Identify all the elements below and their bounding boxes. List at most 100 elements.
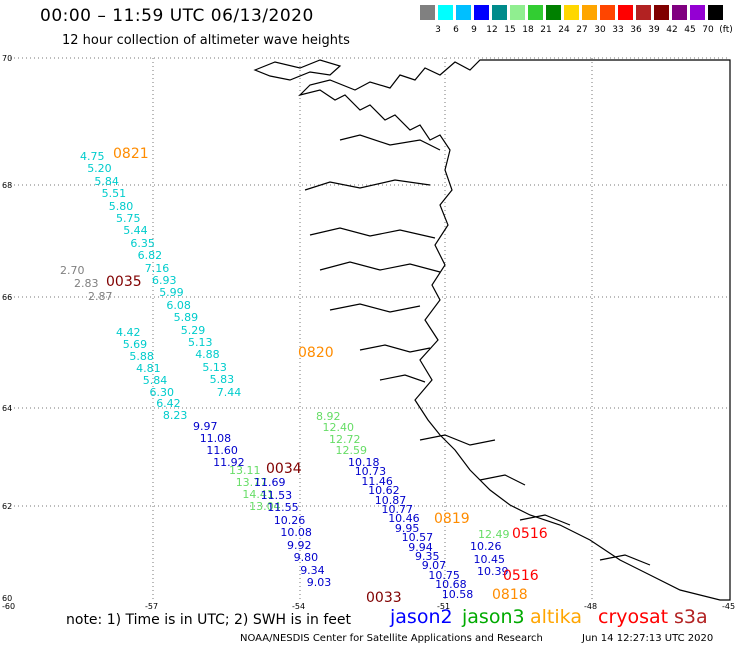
scale-swatch bbox=[528, 5, 543, 20]
scale-label: 15 bbox=[504, 25, 516, 35]
wave-height-value: 12.72 bbox=[329, 432, 361, 446]
pass-label: 0035 bbox=[106, 274, 142, 290]
scale-swatch bbox=[636, 5, 651, 20]
wave-height-value: 13.04 bbox=[249, 499, 281, 513]
wave-height-value: 10.46 bbox=[388, 512, 420, 526]
wave-height-value: 10.26 bbox=[470, 540, 502, 553]
lon-label: -51 bbox=[437, 602, 450, 611]
wave-height-value: 9.92 bbox=[287, 538, 312, 552]
wave-height-value: 6.08 bbox=[166, 298, 191, 312]
scale-swatch bbox=[600, 5, 615, 20]
wave-height-value: 13.77 bbox=[235, 475, 268, 489]
lat-label: 64 bbox=[2, 404, 12, 413]
scale-unit: (ft) bbox=[719, 25, 733, 35]
lat-label: 70 bbox=[2, 54, 12, 63]
scale-swatch bbox=[474, 5, 489, 20]
wave-height-value: 10.87 bbox=[374, 493, 407, 507]
scale-swatch bbox=[510, 5, 525, 20]
scale-label: 21 bbox=[540, 25, 552, 35]
wave-height-value: 10.26 bbox=[273, 513, 306, 527]
note-text: note: 1) Time is in UTC; 2) SWH is in fe… bbox=[66, 612, 352, 628]
wave-height-value: 5.88 bbox=[129, 349, 154, 363]
lat-label: 60 bbox=[2, 594, 12, 603]
satellite-legend-item: jason3 bbox=[462, 606, 525, 628]
scale-swatch bbox=[672, 5, 687, 20]
wave-height-value: 4.75 bbox=[80, 150, 105, 163]
wave-height-value: 10.58 bbox=[441, 587, 474, 601]
wave-height-value: 7.16 bbox=[144, 261, 170, 275]
wave-height-value: 10.68 bbox=[435, 578, 467, 592]
wave-height-value: 13.11 bbox=[229, 464, 261, 477]
satellite-legend-item: s3a bbox=[674, 606, 708, 628]
wave-height-value: 8.23 bbox=[162, 409, 188, 423]
wave-height-value: 5.20 bbox=[87, 162, 112, 176]
scale-label: 18 bbox=[522, 25, 534, 35]
scale-swatch bbox=[564, 5, 579, 20]
scale-swatch bbox=[690, 5, 705, 20]
scale-label: 12 bbox=[486, 25, 498, 35]
wave-height-value: 9.03 bbox=[306, 576, 332, 589]
wave-height-value: 10.57 bbox=[401, 531, 434, 545]
satellite-legend-item: jason2 bbox=[390, 606, 453, 628]
wave-height-value: 5.13 bbox=[188, 336, 213, 349]
wave-height-value: 8.92 bbox=[316, 410, 341, 423]
scale-swatch bbox=[456, 5, 471, 20]
wave-height-value: 10.75 bbox=[428, 568, 460, 582]
page-subtitle: 12 hour collection of altimeter wave hei… bbox=[62, 33, 350, 48]
wave-height-value: 4.88 bbox=[195, 348, 220, 362]
wave-height-value: 11.92 bbox=[213, 455, 245, 469]
coastline bbox=[253, 59, 731, 601]
pass-label: 0516 bbox=[503, 568, 539, 584]
wave-height-value: 9.95 bbox=[394, 521, 420, 535]
scale-label: 33 bbox=[612, 25, 624, 35]
pass-label: 0033 bbox=[366, 590, 402, 606]
satellite-legend-item: cryosat bbox=[598, 606, 669, 628]
wave-height-value: 12.59 bbox=[335, 443, 368, 457]
wave-height-value: 10.08 bbox=[280, 526, 312, 539]
wave-height-value: 11.08 bbox=[199, 431, 232, 445]
wave-height-value: 12.49 bbox=[478, 528, 510, 541]
wave-height-value: 6.42 bbox=[156, 397, 181, 411]
wave-height-value: 5.51 bbox=[101, 187, 127, 201]
scale-label: 6 bbox=[453, 25, 459, 35]
scale-label: 9 bbox=[471, 25, 477, 35]
footer-credit: NOAA/NESDIS Center for Satellite Applica… bbox=[240, 633, 543, 644]
scale-label: 70 bbox=[702, 25, 714, 35]
scale-swatch bbox=[420, 5, 435, 20]
wave-height-value: 6.82 bbox=[137, 249, 163, 263]
scale-label: 42 bbox=[666, 25, 678, 35]
wave-height-value: 4.42 bbox=[116, 326, 141, 339]
scale-swatch bbox=[546, 5, 561, 20]
pass-label: 0820 bbox=[298, 345, 334, 361]
page-title: 00:00 – 11:59 UTC 06/13/2020 bbox=[40, 6, 314, 26]
wave-height-value: 5.84 bbox=[142, 373, 168, 387]
scale-label: 24 bbox=[558, 25, 570, 35]
wave-height-value: 14.41 bbox=[242, 487, 274, 501]
scale-label: 3 bbox=[435, 25, 441, 35]
wave-height-value: 5.29 bbox=[180, 323, 206, 337]
scale-swatch bbox=[708, 5, 723, 20]
scale-label: 27 bbox=[576, 25, 588, 35]
pass-label: 0821 bbox=[113, 146, 149, 162]
grid-lines bbox=[10, 57, 730, 600]
wave-height-value: 10.39 bbox=[477, 565, 509, 578]
wave-height-value: 10.45 bbox=[473, 552, 506, 566]
lon-label: -57 bbox=[145, 602, 158, 611]
wave-height-value: 10.62 bbox=[368, 484, 400, 498]
wave-height-value: 11.46 bbox=[361, 474, 393, 488]
wave-height-value: 10.73 bbox=[354, 465, 387, 479]
wave-height-value: 9.34 bbox=[300, 563, 325, 577]
wave-height-value: 9.80 bbox=[293, 551, 319, 564]
scale-swatch bbox=[582, 5, 597, 20]
wave-height-value: 5.89 bbox=[173, 311, 199, 325]
lat-label: 66 bbox=[2, 293, 12, 302]
scale-label: 30 bbox=[594, 25, 606, 35]
wave-height-value: 12.40 bbox=[322, 421, 355, 435]
wave-height-value: 5.13 bbox=[202, 360, 227, 374]
wave-height-value: 6.35 bbox=[130, 236, 155, 250]
scale-swatch bbox=[654, 5, 669, 20]
scale-swatch bbox=[618, 5, 633, 20]
wave-height-value: 11.55 bbox=[267, 501, 299, 514]
lat-label: 68 bbox=[2, 181, 12, 190]
